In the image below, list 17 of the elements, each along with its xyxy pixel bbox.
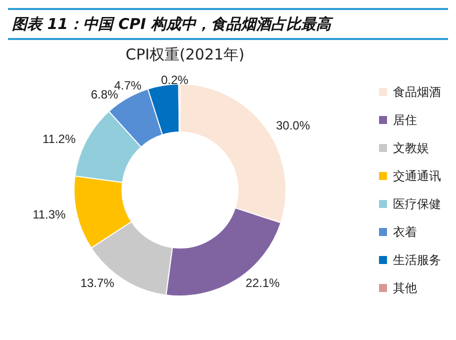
data-label: 0.2%: [160, 73, 189, 87]
legend-label: 居住: [393, 113, 417, 127]
data-label: 13.7%: [80, 276, 115, 290]
chart-subtitle: CPI权重(2021年): [126, 46, 244, 64]
legend-label: 衣着: [393, 225, 417, 239]
legend-label: 生活服务: [393, 253, 441, 267]
chart-title: 图表 11：中国 CPI 构成中，食品烟酒占比最高: [8, 8, 448, 40]
data-label: 11.2%: [42, 132, 76, 146]
legend-label: 交通通讯: [393, 169, 441, 183]
legend-label: 医疗保健: [393, 197, 441, 211]
data-label: 22.1%: [246, 276, 280, 290]
legend-label: 食品烟酒: [393, 85, 441, 99]
legend-label: 其他: [393, 281, 417, 295]
data-label: 30.0%: [276, 118, 310, 132]
data-label: 11.3%: [32, 207, 66, 222]
data-label: 4.7%: [114, 78, 142, 92]
legend-label: 文教娱: [393, 141, 429, 155]
